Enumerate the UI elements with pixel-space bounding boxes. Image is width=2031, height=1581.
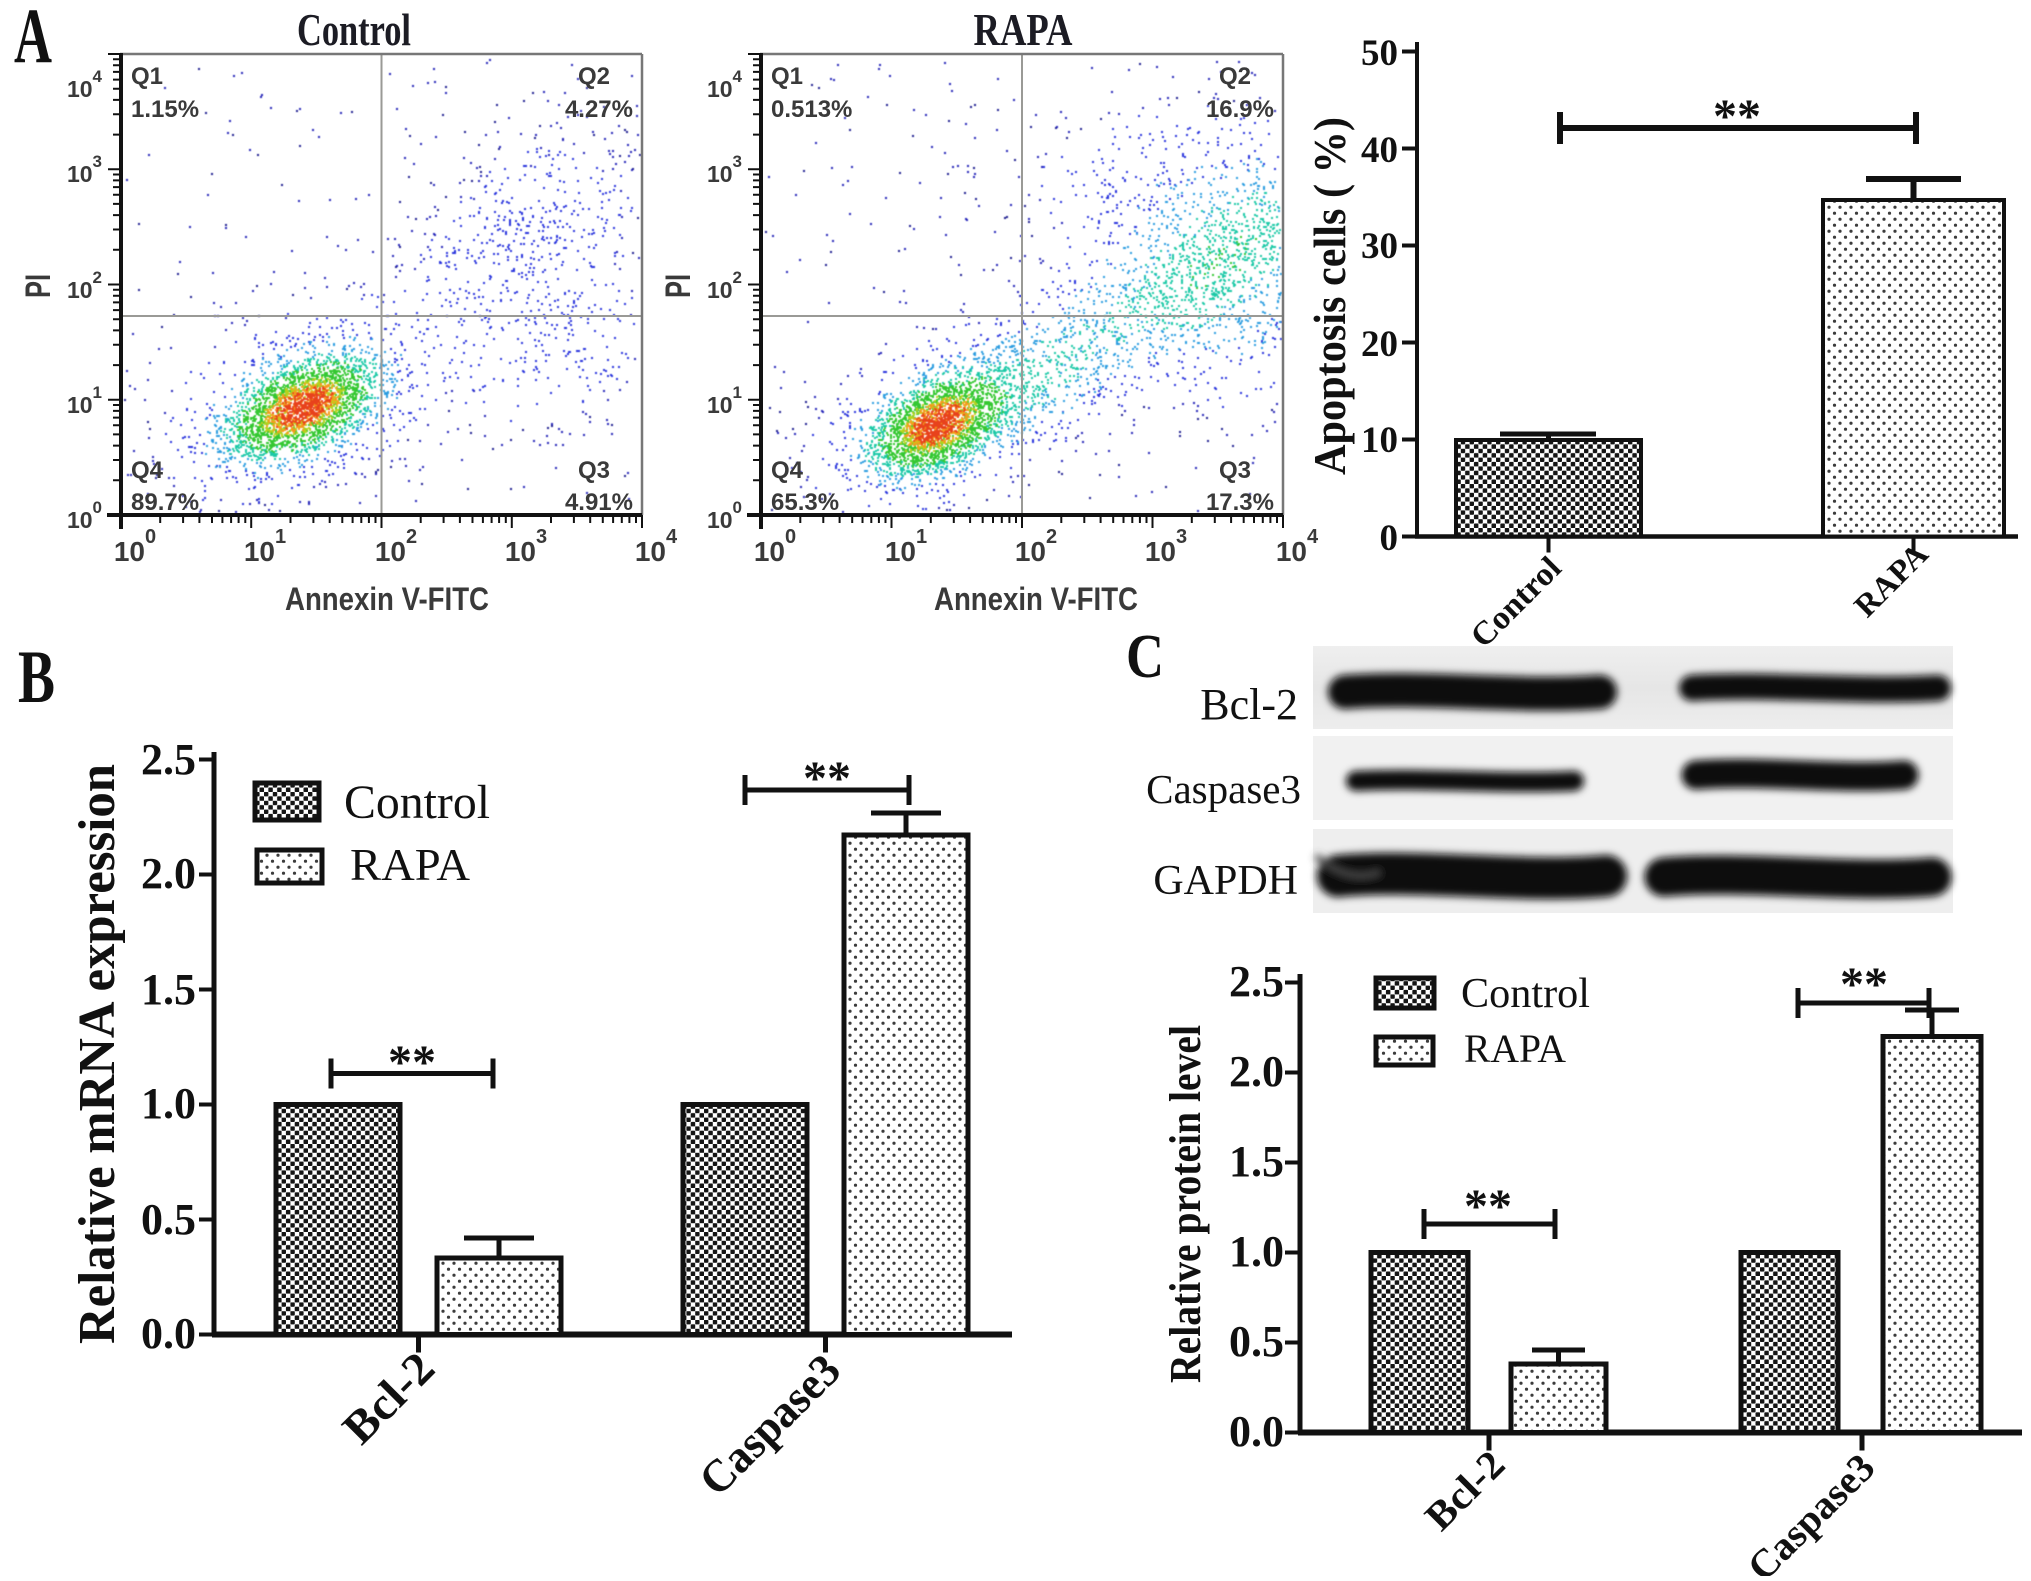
svg-text:40: 40 xyxy=(1361,130,1398,171)
svg-text:**: ** xyxy=(803,752,851,805)
svg-text:PI: PI xyxy=(659,274,698,298)
svg-text:Control: Control xyxy=(344,776,490,829)
svg-text:RAPA: RAPA xyxy=(974,4,1073,55)
svg-text:Q4: Q4 xyxy=(771,457,804,484)
svg-text:Relative mRNA expression: Relative mRNA expression xyxy=(69,764,126,1344)
svg-text:2.0: 2.0 xyxy=(141,849,196,898)
svg-text:Bcl-2: Bcl-2 xyxy=(1200,680,1298,729)
svg-text:Apoptosis cells ( %): Apoptosis cells ( %) xyxy=(1304,117,1355,475)
svg-text:Annexin V-FITC: Annexin V-FITC xyxy=(285,581,489,617)
svg-text:GAPDH: GAPDH xyxy=(1153,858,1298,904)
svg-text:0.0: 0.0 xyxy=(141,1309,196,1358)
svg-text:2.0: 2.0 xyxy=(1229,1047,1284,1096)
svg-text:1.0: 1.0 xyxy=(141,1079,196,1128)
svg-text:1.0: 1.0 xyxy=(1229,1227,1284,1276)
svg-text:RAPA: RAPA xyxy=(350,839,470,890)
svg-text:Control: Control xyxy=(1461,971,1590,1017)
svg-text:16.9%: 16.9% xyxy=(1206,96,1274,123)
svg-text:0.5: 0.5 xyxy=(141,1195,196,1244)
svg-text:Relative protein level: Relative protein level xyxy=(1161,1025,1210,1383)
svg-text:Q1: Q1 xyxy=(771,63,803,90)
svg-text:B: B xyxy=(18,636,55,719)
svg-text:0: 0 xyxy=(1380,518,1399,559)
svg-text:PI: PI xyxy=(19,274,58,298)
svg-text:1.5: 1.5 xyxy=(141,965,196,1014)
svg-text:Q1: Q1 xyxy=(131,63,163,90)
svg-text:1.5: 1.5 xyxy=(1229,1137,1284,1186)
svg-text:Q3: Q3 xyxy=(1219,457,1251,484)
svg-text:10: 10 xyxy=(1361,420,1398,461)
svg-text:1.15%: 1.15% xyxy=(131,96,199,123)
svg-text:Q3: Q3 xyxy=(578,457,610,484)
svg-text:**: ** xyxy=(1464,1180,1512,1233)
svg-text:0.5: 0.5 xyxy=(1229,1317,1284,1366)
svg-text:30: 30 xyxy=(1361,226,1398,267)
svg-text:**: ** xyxy=(1840,958,1888,1011)
svg-text:2.5: 2.5 xyxy=(141,735,196,784)
svg-text:4.91%: 4.91% xyxy=(565,489,633,516)
svg-text:Caspase3: Caspase3 xyxy=(1146,766,1301,812)
svg-text:89.7%: 89.7% xyxy=(131,489,199,516)
svg-text:Q2: Q2 xyxy=(578,63,610,90)
svg-text:0.0: 0.0 xyxy=(1229,1407,1284,1456)
svg-text:4.27%: 4.27% xyxy=(565,96,633,123)
svg-text:65.3%: 65.3% xyxy=(771,489,839,516)
svg-text:20: 20 xyxy=(1361,324,1398,365)
svg-text:**: ** xyxy=(388,1036,436,1089)
svg-text:A: A xyxy=(14,0,52,79)
svg-text:RAPA: RAPA xyxy=(1464,1026,1566,1071)
svg-text:0.513%: 0.513% xyxy=(771,96,852,123)
svg-text:2.5: 2.5 xyxy=(1229,957,1284,1006)
svg-text:Annexin V-FITC: Annexin V-FITC xyxy=(934,581,1138,617)
svg-text:**: ** xyxy=(1713,90,1761,143)
svg-text:C: C xyxy=(1126,623,1164,691)
svg-text:17.3%: 17.3% xyxy=(1206,489,1274,516)
svg-text:Q2: Q2 xyxy=(1219,63,1251,90)
svg-text:Q4: Q4 xyxy=(131,457,164,484)
svg-text:Control: Control xyxy=(297,4,411,55)
svg-text:50: 50 xyxy=(1361,33,1398,74)
